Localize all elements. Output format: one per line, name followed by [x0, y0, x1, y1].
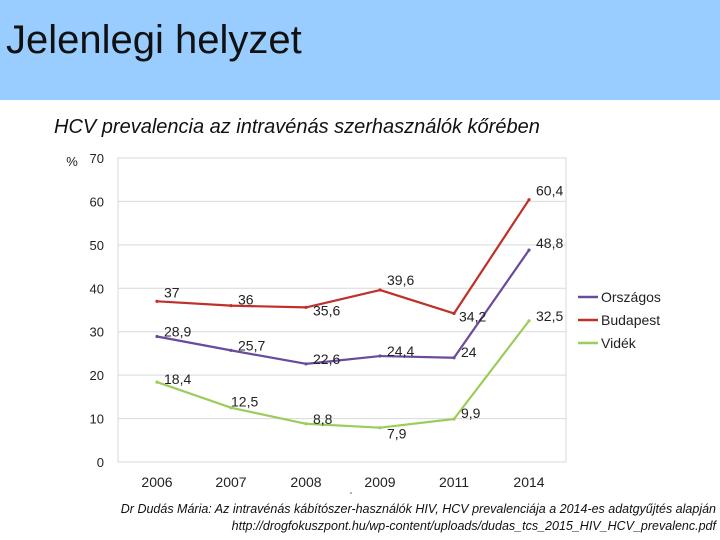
data-label: 37: [164, 284, 180, 300]
data-point: [452, 417, 456, 421]
data-point: [155, 299, 159, 303]
data-point: [527, 319, 531, 323]
data-label: 8,8: [313, 411, 333, 427]
data-point: [304, 422, 308, 426]
chart-title: HCV prevalencia az intravénás szerhaszná…: [54, 116, 540, 138]
data-label: 39,6: [387, 272, 414, 288]
data-label: 25,7: [238, 337, 265, 353]
y-tick-label: 10: [90, 412, 104, 427]
legend-label: Budapest: [601, 312, 660, 328]
data-label: 36: [238, 292, 254, 308]
data-point: [229, 348, 233, 352]
data-label: 60,4: [536, 183, 563, 199]
y-tick-label: 60: [90, 194, 104, 209]
data-label: 35,6: [313, 302, 340, 318]
decorative-dot: [350, 492, 352, 494]
source-citation: Dr Dudás Mária: Az intravénás kábítószer…: [121, 501, 716, 535]
y-tick-label: 0: [97, 455, 104, 470]
data-point: [229, 304, 233, 308]
y-axis-label: %: [66, 154, 78, 169]
x-tick-label: 2014: [513, 474, 544, 490]
data-point: [452, 311, 456, 316]
data-label: 28,9: [164, 323, 191, 339]
data-label: 7,9: [387, 426, 407, 442]
y-tick-label: 70: [90, 151, 104, 166]
data-label: 32,5: [536, 308, 563, 324]
data-point: [229, 406, 233, 410]
source-line-1: Dr Dudás Mária: Az intravénás kábítószer…: [120, 502, 716, 516]
y-tick-label: 50: [90, 238, 104, 253]
source-line-2[interactable]: http://drogfokuszpont.hu/wp-content/uplo…: [231, 519, 716, 533]
data-point: [378, 354, 382, 358]
plot-area: [117, 157, 567, 463]
series-line-Vidék: [156, 320, 530, 429]
slide-title: Jelenlegi helyzet: [6, 18, 302, 62]
data-point: [378, 288, 382, 292]
data-label: 12,5: [231, 394, 258, 410]
x-tick-label: 2006: [141, 474, 172, 490]
data-point: [527, 198, 531, 202]
data-point: [155, 380, 159, 384]
legend-label: Vidék: [601, 335, 637, 351]
series-line-Budapest: [156, 199, 530, 315]
legend-label: Országos: [601, 289, 661, 305]
series-line-Országos: [156, 249, 530, 365]
data-label: 18,4: [164, 371, 191, 387]
data-point: [452, 356, 456, 360]
data-point: [378, 426, 382, 430]
x-tick-label: 2011: [439, 474, 469, 490]
data-point: [155, 334, 159, 339]
header-band: [0, 0, 720, 100]
data-point: [304, 362, 308, 366]
data-label: 48,8: [536, 235, 563, 251]
data-point: [304, 305, 308, 309]
y-tick-label: 30: [90, 325, 104, 340]
x-tick-label: 2009: [364, 474, 395, 490]
data-label: 34,2: [459, 308, 486, 324]
y-tick-label: 20: [90, 368, 104, 383]
data-label: 22,6: [313, 351, 340, 367]
x-tick-label: 2008: [290, 474, 321, 490]
x-tick-label: 2007: [215, 474, 246, 490]
y-tick-label: 40: [90, 281, 104, 296]
data-point: [527, 248, 531, 252]
data-label: 24: [461, 344, 477, 360]
data-label: 9,9: [461, 405, 481, 421]
data-label: 24,4: [387, 343, 414, 359]
